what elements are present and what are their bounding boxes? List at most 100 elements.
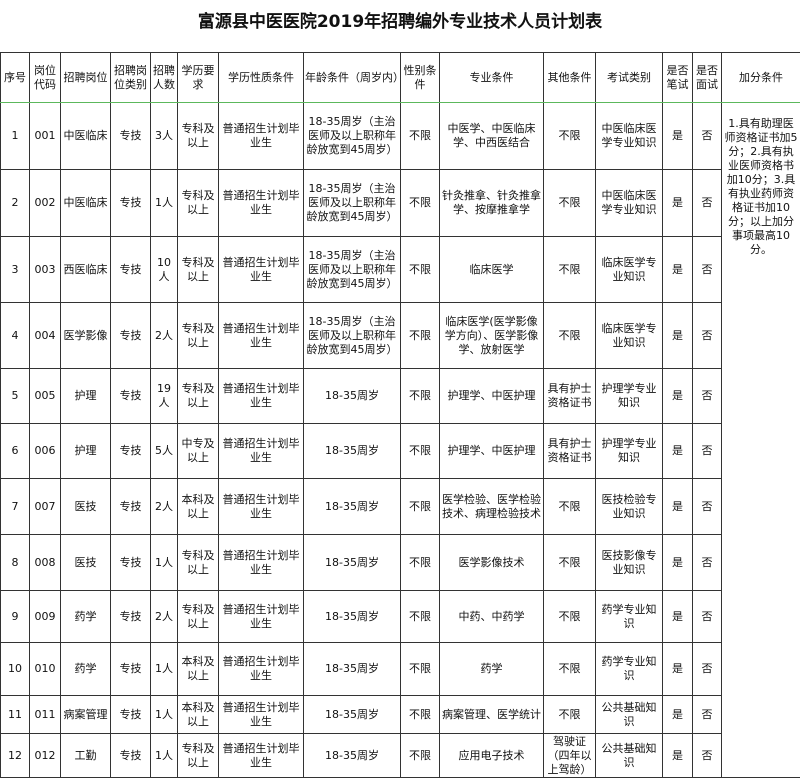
cell-interview: 否 (692, 733, 722, 778)
cell-other: 不限 (543, 534, 596, 591)
cell-post-category: 专技 (110, 534, 151, 591)
cell-gender: 不限 (400, 302, 440, 369)
cell-exam-type: 临床医学专业知识 (595, 236, 663, 303)
cell-headcount: 2人 (150, 302, 178, 369)
table-row: 11 011 病案管理 专技 1人 本科及以上 普通招生计划毕业生 18-35周岁 不限 病案管理… (0, 695, 800, 734)
cell-age: 18-35周岁 (303, 368, 401, 424)
cell-exam-type: 药学专业知识 (595, 642, 663, 696)
cell-age: 18-35周岁（主治医师及以上职称年龄放宽到45周岁） (303, 169, 401, 237)
header-major: 专业条件 (439, 52, 544, 103)
table-row: 5 005 护理 专技 19人 专科及以上 普通招生计划毕业生 18-35周岁 不限 护理学、中医… (0, 368, 800, 424)
cell-education-type: 普通招生计划毕业生 (218, 302, 304, 369)
cell-gender: 不限 (400, 478, 440, 535)
cell-seq: 5 (0, 368, 30, 424)
cell-post-code: 007 (29, 478, 61, 535)
cell-post-category: 专技 (110, 733, 151, 778)
cell-education: 专科及以上 (177, 368, 219, 424)
header-exam-type: 考试类别 (595, 52, 663, 103)
table-row: 12 012 工勤 专技 1人 专科及以上 普通招生计划毕业生 18-35周岁 不限 应用电子技术… (0, 733, 800, 778)
cell-written-exam: 是 (662, 423, 693, 479)
header-headcount: 招聘人数 (150, 52, 178, 103)
cell-seq: 7 (0, 478, 30, 535)
cell-seq: 1 (0, 102, 30, 170)
table-row: 7 007 医技 专技 2人 本科及以上 普通招生计划毕业生 18-35周岁 不限 医学检验、医学… (0, 478, 800, 535)
cell-written-exam: 是 (662, 302, 693, 369)
cell-education: 专科及以上 (177, 302, 219, 369)
cell-seq: 6 (0, 423, 30, 479)
header-gender: 性别条件 (400, 52, 440, 103)
cell-major: 药学 (439, 642, 544, 696)
cell-interview: 否 (692, 642, 722, 696)
cell-education: 专科及以上 (177, 169, 219, 237)
cell-post-code: 009 (29, 590, 61, 643)
cell-gender: 不限 (400, 236, 440, 303)
cell-interview: 否 (692, 534, 722, 591)
header-interview: 是否面试 (692, 52, 722, 103)
cell-education: 专科及以上 (177, 102, 219, 170)
cell-gender: 不限 (400, 169, 440, 237)
header-bonus: 加分条件 (721, 52, 800, 103)
cell-post: 护理 (60, 423, 111, 479)
cell-interview: 否 (692, 302, 722, 369)
cell-exam-type: 中医临床医学专业知识 (595, 169, 663, 237)
cell-major: 应用电子技术 (439, 733, 544, 778)
cell-age: 18-35周岁 (303, 590, 401, 643)
cell-gender: 不限 (400, 102, 440, 170)
cell-post-code: 001 (29, 102, 61, 170)
cell-exam-type: 护理学专业知识 (595, 423, 663, 479)
cell-major: 针灸推拿、针灸推拿学、按摩推拿学 (439, 169, 544, 237)
cell-headcount: 1人 (150, 534, 178, 591)
cell-exam-type: 医技检验专业知识 (595, 478, 663, 535)
cell-exam-type: 公共基础知识 (595, 695, 663, 734)
cell-education-type: 普通招生计划毕业生 (218, 236, 304, 303)
cell-education-type: 普通招生计划毕业生 (218, 169, 304, 237)
cell-headcount: 19人 (150, 368, 178, 424)
cell-major: 临床医学(医学影像学方向）、医学影像学、放射医学 (439, 302, 544, 369)
cell-education-type: 普通招生计划毕业生 (218, 368, 304, 424)
cell-post-code: 012 (29, 733, 61, 778)
cell-seq: 11 (0, 695, 30, 734)
header-post: 招聘岗位 (60, 52, 111, 103)
cell-age: 18-35周岁（主治医师及以上职称年龄放宽到45周岁） (303, 102, 401, 170)
cell-post: 中医临床 (60, 102, 111, 170)
cell-post: 护理 (60, 368, 111, 424)
cell-post-code: 003 (29, 236, 61, 303)
cell-post-category: 专技 (110, 302, 151, 369)
cell-gender: 不限 (400, 423, 440, 479)
cell-post-category: 专技 (110, 695, 151, 734)
cell-major: 临床医学 (439, 236, 544, 303)
cell-post-category: 专技 (110, 102, 151, 170)
cell-headcount: 1人 (150, 695, 178, 734)
cell-seq: 10 (0, 642, 30, 696)
cell-major: 病案管理、医学统计 (439, 695, 544, 734)
header-written-exam: 是否笔试 (662, 52, 693, 103)
cell-written-exam: 是 (662, 642, 693, 696)
cell-other: 不限 (543, 169, 596, 237)
cell-headcount: 1人 (150, 733, 178, 778)
cell-education: 本科及以上 (177, 478, 219, 535)
cell-education: 专科及以上 (177, 590, 219, 643)
cell-gender: 不限 (400, 534, 440, 591)
cell-headcount: 2人 (150, 478, 178, 535)
cell-education: 专科及以上 (177, 236, 219, 303)
cell-exam-type: 临床医学专业知识 (595, 302, 663, 369)
recruitment-table: 序号 岗位代码 招聘岗位 招聘岗位类别 招聘人数 学历要求 学历性质条件 年龄条件（周岁内）性… (0, 52, 800, 778)
cell-gender: 不限 (400, 695, 440, 734)
cell-written-exam: 是 (662, 236, 693, 303)
cell-age: 18-35周岁 (303, 695, 401, 734)
cell-education-type: 普通招生计划毕业生 (218, 102, 304, 170)
cell-other: 不限 (543, 695, 596, 734)
cell-post-code: 005 (29, 368, 61, 424)
cell-post-category: 专技 (110, 169, 151, 237)
cell-major: 医学影像技术 (439, 534, 544, 591)
cell-post: 医学影像 (60, 302, 111, 369)
cell-headcount: 3人 (150, 102, 178, 170)
table-row: 10 010 药学 专技 1人 本科及以上 普通招生计划毕业生 18-35周岁 不限 药学 不限 药学… (0, 642, 800, 696)
cell-other: 不限 (543, 236, 596, 303)
cell-age: 18-35周岁 (303, 642, 401, 696)
header-other: 其他条件 (543, 52, 596, 103)
cell-education: 专科及以上 (177, 733, 219, 778)
cell-interview: 否 (692, 423, 722, 479)
cell-major: 中药、中药学 (439, 590, 544, 643)
cell-post-category: 专技 (110, 590, 151, 643)
